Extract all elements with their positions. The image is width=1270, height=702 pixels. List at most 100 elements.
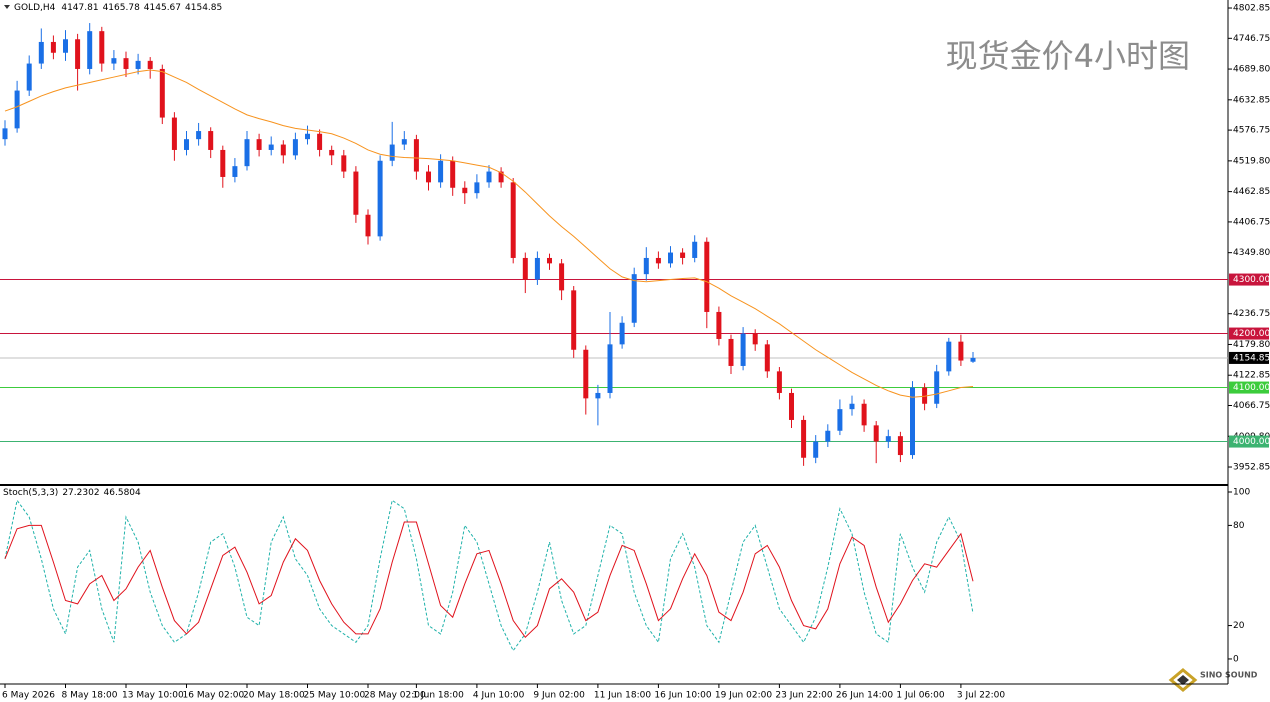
level-label: 4200.00: [1233, 329, 1270, 339]
candle-body: [692, 241, 698, 258]
candle-body: [789, 392, 794, 420]
x-tick-label: 20 May 18:00: [243, 691, 305, 701]
level-label-box: [1229, 327, 1269, 340]
candle-body: [438, 160, 444, 183]
candle-body: [208, 131, 214, 150]
candle-body: [2, 128, 8, 140]
candle-body: [740, 333, 746, 366]
candle-body: [885, 436, 891, 442]
menu-arrow[interactable]: [4, 5, 10, 9]
candle-body: [135, 60, 141, 69]
candle-body: [619, 322, 625, 345]
candle-body: [232, 166, 238, 177]
candle-body: [26, 63, 32, 91]
candle-body: [75, 39, 81, 69]
candle-body: [607, 344, 613, 393]
candle-body: [970, 357, 976, 362]
header-value: 27.2302: [62, 488, 99, 498]
candle-body: [317, 133, 323, 150]
moving-average: [4, 69, 974, 398]
candle-body: [305, 133, 310, 140]
candle-body: [171, 117, 177, 150]
candle-body: [547, 257, 552, 264]
level-label-box: [1229, 381, 1269, 394]
level-label: 4100.00: [1233, 383, 1270, 393]
stochastic-line: [4, 499, 974, 652]
y-tick-label: 4576.75: [1233, 126, 1270, 136]
candle-body: [801, 419, 807, 458]
candle-body: [401, 139, 407, 145]
y-tick-label: 4632.85: [1233, 95, 1270, 105]
candle-body: [849, 403, 855, 410]
x-tick-label: 26 Jun 14:00: [836, 691, 893, 701]
y-tick-label: 4746.75: [1233, 34, 1270, 44]
candle-body: [958, 341, 964, 361]
candle-body: [87, 31, 93, 69]
candle-body: [38, 41, 44, 64]
candle-body: [450, 160, 456, 188]
y-tick-label: 4066.75: [1233, 401, 1270, 411]
candle-body: [159, 68, 165, 118]
candle-body: [837, 409, 843, 431]
current-price-box: [1229, 351, 1269, 364]
candle-body: [559, 263, 565, 291]
candle-body: [377, 160, 383, 237]
y-tick-label: 4236.75: [1233, 309, 1270, 319]
y-tick-label: 20: [1233, 621, 1245, 631]
y-tick-label: 4462.85: [1233, 187, 1270, 197]
x-tick-label: 28 May 02:00: [364, 691, 426, 701]
candle-body: [716, 311, 722, 339]
candle-body: [462, 187, 468, 194]
candle-body: [910, 387, 915, 456]
level-label: 4300.00: [1233, 275, 1270, 285]
level-label-box: [1229, 435, 1269, 448]
candle-body: [365, 214, 371, 237]
level-label-box: [1229, 273, 1269, 286]
candle-body: [413, 139, 419, 172]
candle-body: [752, 333, 758, 345]
x-tick-label: 16 May 02:00: [183, 691, 245, 701]
candle-body: [389, 144, 395, 161]
current-price-label: 4154.85: [1233, 353, 1270, 363]
candle-body: [63, 39, 68, 53]
logo: SINO SOUND: [1168, 668, 1258, 692]
x-tick-label: 3 Jul 22:00: [957, 691, 1006, 701]
candle-body: [14, 90, 20, 129]
indicator-header: Stoch(5,3,3) 27.2302 46.5804: [3, 488, 141, 498]
candle-body: [256, 139, 262, 150]
candle-body: [897, 436, 903, 456]
candle-body: [474, 182, 480, 194]
candle-body: [643, 257, 649, 275]
header-value: Stoch(5,3,3): [3, 488, 58, 498]
candle-body: [825, 430, 831, 442]
x-tick-label: 9 Jun 02:00: [533, 691, 585, 701]
candle-body: [631, 274, 637, 323]
candle-body: [244, 139, 250, 167]
candle-body: [704, 241, 710, 312]
candle-body: [534, 257, 540, 280]
x-tick-label: 4 Jun 10:00: [473, 691, 525, 701]
candle-body: [280, 144, 286, 156]
x-tick-label: 1 Jun 18:00: [412, 691, 464, 701]
candle-body: [498, 171, 504, 183]
y-tick-label: 0: [1233, 654, 1239, 664]
x-tick-label: 25 May 10:00: [304, 691, 366, 701]
y-tick-label: 4802.85: [1233, 4, 1270, 14]
candle-body: [922, 387, 928, 404]
candle-body: [668, 252, 673, 264]
candle-body: [426, 171, 431, 183]
candle-body: [329, 149, 335, 156]
header-value: 4154.85: [185, 3, 222, 13]
candle-body: [764, 344, 770, 372]
logo-text: SINO SOUND: [1200, 671, 1258, 680]
header-value: 4145.67: [144, 3, 181, 13]
candle-body: [99, 31, 105, 64]
candle-body: [522, 257, 528, 280]
y-tick-label: 4689.80: [1233, 65, 1270, 75]
candle-body: [595, 392, 601, 399]
chart-header: GOLD,H4 4147.81 4165.78 4145.67 4154.85: [14, 3, 222, 13]
candle-body: [147, 60, 153, 69]
candle-body: [196, 131, 202, 140]
candle-body: [268, 144, 274, 150]
